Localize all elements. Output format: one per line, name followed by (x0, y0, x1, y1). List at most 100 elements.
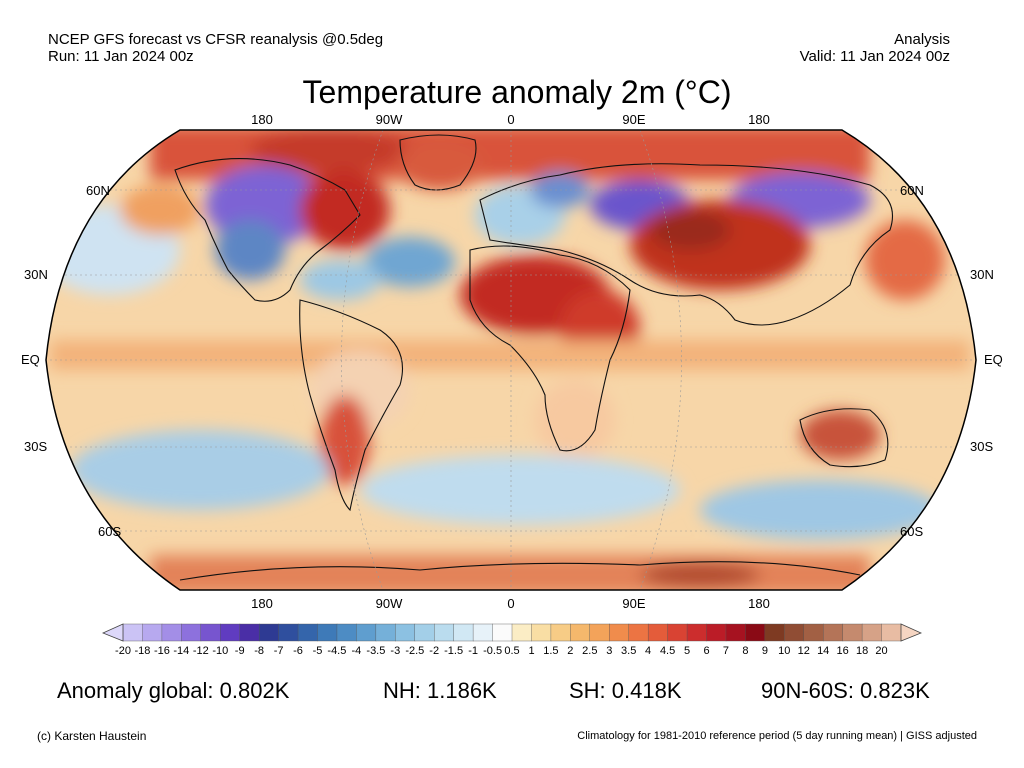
colorbar-tick-label: 4.5 (659, 645, 676, 657)
colorbar-tick-label: 2.5 (582, 645, 598, 657)
colorbar-cell (395, 623, 416, 642)
colorbar-tick-label: -4.5 (327, 645, 347, 657)
colorbar-over-arrow (900, 623, 923, 642)
colorbar-tick-label: -2 (429, 645, 440, 657)
lon-label-top-90w: 90W (375, 112, 403, 127)
model-info: NCEP GFS forecast vs CFSR reanalysis @0.… (48, 31, 383, 65)
colorbar-under-arrow (101, 623, 124, 642)
colorbar-tick-label: 4 (645, 645, 652, 657)
lon-label-top-180e: 180 (748, 112, 770, 127)
antarctica-outline (179, 561, 861, 581)
colorbar-tick-label: 14 (817, 645, 830, 657)
colorbar-tick-label: 1 (528, 645, 535, 657)
coastlines (174, 134, 894, 581)
colorbar-cell (784, 623, 805, 642)
africa-outline (469, 245, 631, 452)
colorbar-tick-label: 2 (567, 645, 574, 657)
colorbar-cell (706, 623, 727, 642)
colorbar-cell (142, 623, 163, 642)
colorbar-cell (803, 623, 824, 642)
lat-label-left-eq: EQ (21, 352, 40, 367)
colorbar-tick-label: 20 (875, 645, 888, 657)
colorbar-cell (356, 623, 377, 642)
colorbar-tick-label: -20 (115, 645, 131, 657)
arctic-anomaly: 90N-60S: 0.823K (761, 678, 930, 703)
australia-outline (799, 408, 889, 468)
lon-label-top-180w: 180 (251, 112, 273, 127)
colorbar-cell (200, 623, 221, 642)
colorbar-cell (375, 623, 396, 642)
colorbar-tick-label: -2.5 (405, 645, 425, 657)
lon-label-top-90e: 90E (622, 112, 646, 127)
lat-label-left-60s: 60S (98, 524, 122, 539)
colorbar-tick-label: -0.5 (483, 645, 503, 657)
colorbar-tick-label: -3.5 (366, 645, 386, 657)
sh-anomaly: SH: 0.418K (569, 678, 682, 703)
lat-label-right-eq: EQ (984, 352, 1003, 367)
colorbar-cell (278, 623, 299, 642)
map-title: Temperature anomaly 2m (°C) (302, 74, 732, 110)
colorbar-cell (161, 623, 182, 642)
greenland-outline (399, 134, 477, 191)
lat-label-left-30s: 30S (24, 439, 48, 454)
colorbar-tick-label: 10 (778, 645, 791, 657)
copyright: (c) Karsten Haustein (37, 729, 147, 743)
colorbar-cell (414, 623, 435, 642)
colorbar-cell (220, 623, 241, 642)
lon-label-top-0: 0 (507, 112, 515, 127)
south-america-outline (299, 299, 404, 512)
colorbar-cell (336, 623, 357, 642)
nh-anomaly: NH: 1.186K (383, 678, 497, 703)
climatology-note: Climatology for 1981-2010 reference peri… (577, 730, 977, 742)
colorbar-cell (589, 623, 610, 642)
colorbar-cell (647, 623, 669, 642)
graticule (46, 130, 976, 590)
colorbar-tick-label: 0.5 (504, 645, 520, 657)
colorbar-tick-label: 9 (761, 645, 768, 657)
north-america-outline (174, 158, 361, 302)
model-description: NCEP GFS forecast vs CFSR reanalysis @0.… (48, 31, 384, 48)
colorbar-tick-label: 3 (606, 645, 613, 657)
anomaly-map (45, 129, 977, 591)
colorbar-tick-label: 8 (742, 645, 749, 657)
colorbar-cell (472, 623, 494, 642)
colorbar-cell (861, 623, 883, 642)
lat-label-right-60s: 60S (900, 524, 924, 539)
valid-info: Analysis Valid: 11 Jan 2024 00z (800, 31, 950, 65)
colorbar-cell (881, 623, 902, 642)
colorbar-tick-label: -1.5 (444, 645, 464, 657)
colorbar-tick-label: 16 (836, 645, 849, 657)
colorbar-cell (239, 623, 260, 642)
colorbar-cell (667, 623, 688, 642)
colorbar-cell (122, 623, 143, 642)
colorbar-cell (297, 623, 318, 642)
lon-label-bottom-90w: 90W (375, 596, 403, 611)
colorbar-tick-label: 6 (703, 645, 710, 657)
colorbar-cell (511, 623, 532, 642)
colorbar-cell (531, 623, 552, 642)
run-time: Run: 11 Jan 2024 00z (48, 48, 194, 65)
colorbar-cell (317, 623, 338, 642)
analysis-label: Analysis (894, 31, 950, 48)
colorbar-cell (609, 623, 630, 642)
colorbar-cell (181, 623, 202, 642)
lat-label-left-30n: 30N (24, 267, 48, 282)
colorbar-tick-label: -12 (192, 645, 209, 657)
colorbar-tick-label: -3 (390, 645, 401, 657)
lon-label-bottom-90e: 90E (622, 596, 646, 611)
lat-label-right-30n: 30N (970, 267, 994, 282)
colorbar-cell (550, 623, 571, 642)
colorbar-tick-label: -8 (254, 645, 264, 657)
colorbar-cell (628, 623, 649, 642)
lat-label-left-60n: 60N (86, 183, 110, 198)
colorbar-cells (122, 623, 902, 642)
colorbar-tick-label: -6 (293, 645, 303, 657)
colorbar-cell (823, 623, 844, 642)
colorbar-tick-label: -18 (134, 645, 151, 657)
lon-label-bottom-0: 0 (507, 596, 515, 611)
lat-label-right-30s: 30S (970, 439, 994, 454)
colorbar-cell (434, 623, 455, 642)
colorbar-tick-label: -7 (273, 645, 284, 657)
colorbar-tick-label: 3.5 (621, 645, 637, 657)
colorbar-tick-label: 1.5 (543, 645, 559, 657)
